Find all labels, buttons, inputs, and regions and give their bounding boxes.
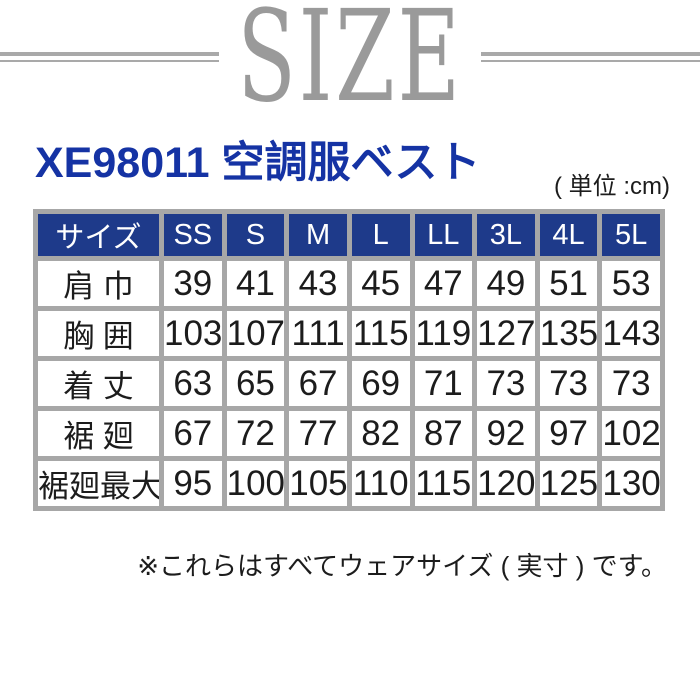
unit-label: ( 単位 :cm) — [554, 173, 670, 200]
size-table-body: サイズ SS S M L LL 3L 4L 5L 肩 巾 39 41 43 45 47 49 51 53 胸 囲 10… — [33, 209, 665, 511]
size-value-cell: 69 — [346, 356, 415, 411]
size-value-cell: 115 — [346, 306, 415, 361]
size-table-row: 裾廻最大 95 100 105 110 115 120 125 130 — [33, 456, 665, 511]
size-value-cell: 102 — [597, 406, 665, 461]
size-value-cell: 53 — [597, 256, 665, 311]
size-table-header-cell: S — [221, 209, 290, 261]
size-value-cell: 107 — [221, 306, 290, 361]
size-value-cell: 73 — [472, 356, 540, 411]
footnote: ※これらはすべてウェアサイズ ( 実寸 ) です。 — [137, 551, 667, 581]
size-value-cell: 115 — [409, 456, 478, 511]
size-banner: SIZE — [0, 0, 700, 130]
size-value-cell: 73 — [597, 356, 665, 411]
size-value-cell: 82 — [346, 406, 415, 461]
size-table-header-cell: 5L — [597, 209, 665, 261]
size-value-cell: 67 — [159, 406, 227, 461]
size-value-cell: 51 — [534, 256, 603, 311]
size-value-cell: 73 — [534, 356, 603, 411]
size-value-cell: 72 — [221, 406, 290, 461]
size-value-cell: 67 — [284, 356, 352, 411]
size-value-cell: 110 — [346, 456, 415, 511]
size-value-cell: 103 — [159, 306, 227, 361]
size-row-label-cell: 裾 廻 — [33, 406, 164, 461]
size-value-cell: 135 — [534, 306, 603, 361]
size-table-header-cell: 3L — [472, 209, 540, 261]
size-value-cell: 92 — [472, 406, 540, 461]
size-table-row: 着 丈 63 65 67 69 71 73 73 73 — [33, 356, 665, 411]
size-value-cell: 41 — [221, 256, 290, 311]
size-row-label-cell: 胸 囲 — [33, 306, 164, 361]
size-value-cell: 63 — [159, 356, 227, 411]
size-value-cell: 43 — [284, 256, 352, 311]
size-value-cell: 71 — [409, 356, 478, 411]
size-value-cell: 111 — [284, 306, 352, 361]
size-value-cell: 130 — [597, 456, 665, 511]
size-value-cell: 120 — [472, 456, 540, 511]
size-table-header-cell: LL — [409, 209, 478, 261]
double-rule-left-thick — [0, 52, 219, 56]
size-value-cell: 127 — [472, 306, 540, 361]
size-heading: SIZE — [237, 0, 463, 130]
size-row-label-cell: 着 丈 — [33, 356, 164, 411]
size-table-header-cell: L — [346, 209, 415, 261]
size-value-cell: 47 — [409, 256, 478, 311]
size-value-cell: 105 — [284, 456, 352, 511]
size-value-cell: 39 — [159, 256, 227, 311]
size-value-cell: 143 — [597, 306, 665, 361]
size-table: サイズ SS S M L LL 3L 4L 5L 肩 巾 39 41 43 45 47 49 51 53 胸 囲 10… — [33, 209, 665, 511]
product-title: XE98011 空調服ベスト — [35, 139, 481, 187]
size-value-cell: 100 — [221, 456, 290, 511]
size-value-cell: 45 — [346, 256, 415, 311]
size-table-row: 裾 廻 67 72 77 82 87 92 97 102 — [33, 406, 665, 461]
size-table-row: 肩 巾 39 41 43 45 47 49 51 53 — [33, 256, 665, 311]
size-table-header-cell: M — [284, 209, 352, 261]
double-rule-right-thick — [481, 52, 700, 56]
size-value-cell: 77 — [284, 406, 352, 461]
size-value-cell: 87 — [409, 406, 478, 461]
size-row-label-cell: 裾廻最大 — [33, 456, 164, 511]
double-rule-left-thin — [0, 60, 219, 62]
size-value-cell: 125 — [534, 456, 603, 511]
size-value-cell: 97 — [534, 406, 603, 461]
size-row-label-cell: 肩 巾 — [33, 256, 164, 311]
size-value-cell: 119 — [409, 306, 478, 361]
size-table-row: 胸 囲 103 107 111 115 119 127 135 143 — [33, 306, 665, 361]
size-value-cell: 95 — [159, 456, 227, 511]
size-table-header-cell: 4L — [534, 209, 603, 261]
size-table-header-cell: SS — [159, 209, 227, 261]
size-value-cell: 65 — [221, 356, 290, 411]
size-table-header-label-cell: サイズ — [33, 209, 164, 261]
size-value-cell: 49 — [472, 256, 540, 311]
double-rule-right-thin — [481, 60, 700, 62]
size-table-header-row: サイズ SS S M L LL 3L 4L 5L — [33, 209, 665, 261]
